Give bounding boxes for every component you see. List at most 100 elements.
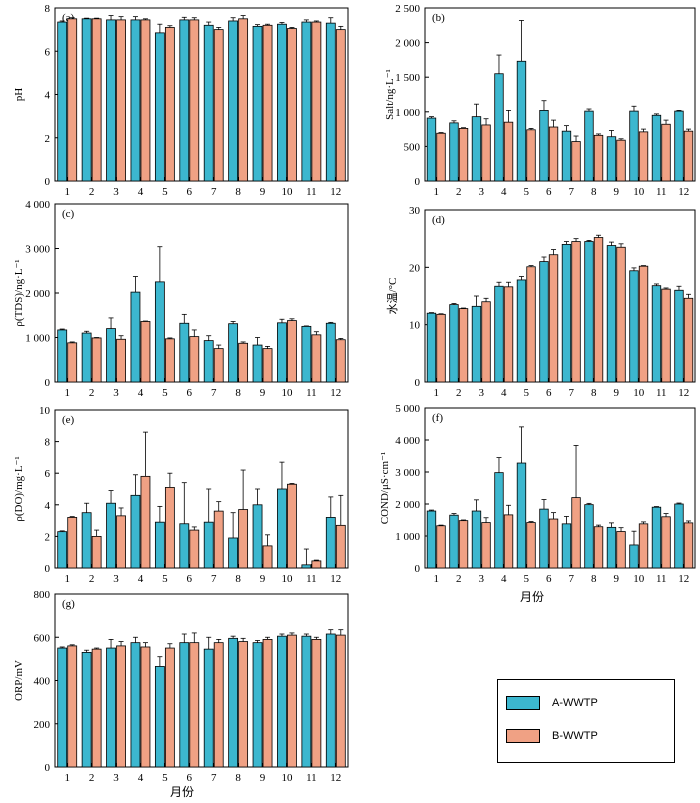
bar-b	[213, 29, 224, 182]
y-tick-label: 2 500	[395, 3, 420, 15]
x-tick-label: 5	[524, 387, 530, 399]
bar-a	[179, 523, 190, 569]
bar-a	[277, 23, 287, 182]
y-tick-label: 8	[45, 3, 51, 15]
bar-b	[238, 342, 249, 383]
y-tick-label: 4 000	[395, 435, 420, 447]
bar-a	[57, 531, 68, 569]
bar-a	[154, 666, 165, 768]
bar-b	[638, 131, 649, 182]
bar-a	[539, 508, 549, 569]
bar-a	[606, 136, 617, 182]
bar-a	[57, 21, 68, 182]
bar-b	[661, 123, 671, 182]
bar-b	[335, 634, 346, 768]
x-tick-label: 8	[235, 573, 241, 585]
bar-b	[683, 522, 694, 569]
y-tick-label: 2 000	[25, 288, 50, 300]
bar-b	[458, 520, 469, 569]
bar-b	[140, 19, 151, 182]
bar-a	[674, 110, 684, 182]
x-tick-label: 5	[162, 573, 168, 585]
x-tick-label: 11	[306, 387, 317, 399]
bar-a	[106, 19, 116, 182]
bar-a	[57, 647, 68, 768]
y-tick-label: 0	[45, 377, 51, 389]
bar-a	[651, 506, 662, 569]
bar-a	[203, 340, 214, 383]
bar-a	[203, 24, 214, 182]
bar-a	[154, 32, 165, 182]
bar-a	[606, 526, 617, 569]
bar-b	[164, 27, 175, 182]
bar-a	[130, 19, 141, 182]
bar-b	[67, 18, 78, 182]
x-tick-label: 1	[64, 186, 70, 198]
y-tick-label: 30	[409, 205, 421, 217]
x-tick-label: 2	[456, 573, 462, 585]
bar-b	[67, 517, 78, 569]
bar-a	[228, 323, 239, 383]
bar-a	[228, 20, 239, 182]
bar-a	[228, 637, 239, 768]
x-tick-label: 4	[138, 387, 144, 399]
x-tick-label: 1	[434, 186, 440, 198]
bar-b	[638, 265, 649, 383]
y-tick-label: 2	[45, 133, 51, 145]
y-tick-label: 1 000	[25, 333, 50, 345]
x-tick-label: 8	[235, 772, 241, 784]
bar-b	[189, 642, 200, 768]
x-tick-label: 2	[456, 186, 462, 198]
bar-a	[584, 110, 594, 182]
x-tick-label: 2	[456, 387, 462, 399]
y-tick-label: 6	[45, 46, 51, 58]
bar-a	[252, 642, 263, 768]
x-tick-label: 5	[162, 186, 168, 198]
bar-a	[584, 504, 594, 569]
x-tick-label: 4	[138, 186, 144, 198]
bar-a	[325, 322, 336, 383]
bar-a	[301, 21, 312, 182]
bar-a	[494, 73, 504, 182]
x-tick-label: 12	[330, 772, 341, 784]
x-tick-label: 12	[678, 387, 689, 399]
x-tick-label: 11	[656, 387, 667, 399]
y-tick-label: 1 500	[395, 72, 420, 84]
x-tick-label: 4	[138, 573, 144, 585]
bar-b	[287, 634, 297, 768]
bar-a	[516, 462, 527, 569]
bar-b	[593, 134, 604, 182]
bar-b	[335, 29, 346, 182]
bar-a	[203, 521, 214, 569]
x-tick-label: 7	[211, 186, 217, 198]
bar-a	[449, 122, 459, 182]
bar-b	[593, 237, 604, 383]
bar-b	[164, 647, 175, 768]
x-tick-label: 3	[113, 186, 119, 198]
bar-b	[262, 24, 273, 182]
x-tick-label: 4	[501, 186, 507, 198]
bar-b	[116, 515, 126, 569]
legend-swatch-b	[506, 729, 540, 743]
x-tick-label: 9	[260, 573, 266, 585]
y-tick-label: 4	[45, 500, 51, 512]
bar-a	[325, 517, 336, 569]
bar-b	[458, 128, 469, 182]
bar-b	[503, 121, 514, 182]
bar-a	[426, 510, 437, 569]
x-tick-label: 12	[678, 573, 689, 585]
bar-a	[449, 304, 459, 383]
x-tick-label: 5	[162, 772, 168, 784]
legend-item-b: B-WWTP	[506, 729, 598, 743]
bar-b	[91, 648, 102, 768]
bar-b	[548, 126, 559, 182]
y-tick-label: 10	[409, 320, 421, 332]
bar-a	[277, 635, 287, 768]
bar-b	[436, 525, 446, 569]
x-tick-label: 4	[138, 772, 144, 784]
x-tick-label: 4	[501, 573, 507, 585]
y-tick-label: 0	[45, 762, 51, 774]
x-tick-label: 10	[281, 772, 293, 784]
x-tick-label: 6	[546, 186, 552, 198]
